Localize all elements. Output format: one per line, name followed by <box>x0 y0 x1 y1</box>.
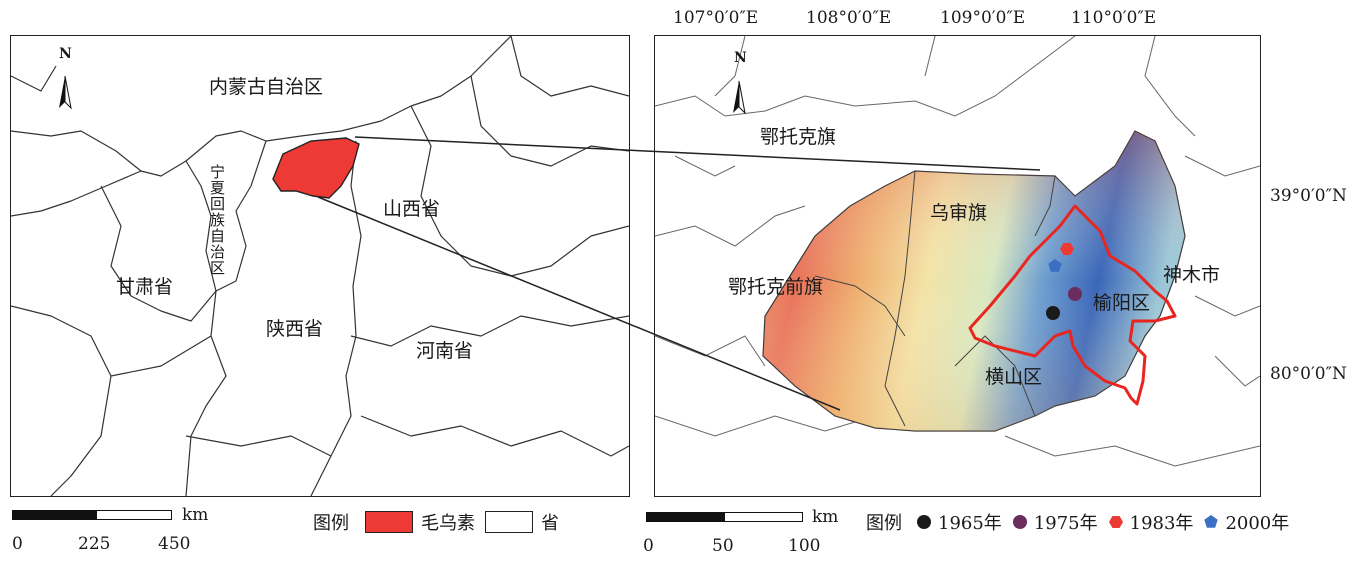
scale-unit: km <box>812 507 839 527</box>
north-label: N <box>59 46 72 62</box>
legend-label-mu-us: 毛乌素 <box>421 513 475 534</box>
label-hengshan: 横山区 <box>985 366 1043 388</box>
legend-1965-circle-icon <box>917 515 931 529</box>
north-label: N <box>734 50 747 66</box>
legend-2000-pentagon-icon <box>1204 515 1219 528</box>
scale-tick: 0 <box>12 534 23 554</box>
right-legend: 图例 1965年 1975年 1983年 2000年 <box>866 509 1289 535</box>
label-shanxi: 山西省 <box>383 198 441 220</box>
legend-label-1975: 1975年 <box>1033 513 1098 534</box>
legend-title: 图例 <box>313 513 349 534</box>
legend-swatch-mu-us <box>365 511 413 533</box>
marker-2000 <box>1048 259 1062 272</box>
lat-label-80: 80°0′0″N <box>1270 364 1347 384</box>
left-legend: 图例 毛乌素 省 <box>313 509 559 535</box>
legend-label-province: 省 <box>541 513 559 534</box>
legend-label-1965: 1965年 <box>938 513 1002 534</box>
label-henan: 河南省 <box>416 340 474 362</box>
legend-title: 图例 <box>866 513 902 534</box>
label-shaanxi: 陕西省 <box>266 318 324 340</box>
label-etuoke-qian: 鄂托克前旗 <box>728 276 824 298</box>
legend-1983-hexagon-icon <box>1108 516 1123 528</box>
overview-map-boundaries <box>11 36 629 496</box>
lat-label-39: 39°0′0″N <box>1270 186 1347 206</box>
marker-1965 <box>1046 306 1060 320</box>
scale-tick: 100 <box>788 536 821 556</box>
marker-1983 <box>1060 243 1074 255</box>
legend-swatch-province <box>485 511 533 533</box>
legend-1975-circle-icon <box>1012 515 1027 529</box>
scale-tick: 225 <box>78 534 111 554</box>
label-etuoke: 鄂托克旗 <box>760 126 837 148</box>
mu-us-region <box>272 137 360 199</box>
label-yuyang: 榆阳区 <box>1093 292 1151 314</box>
label-ningxia: 宁夏回族自治区 <box>208 164 226 276</box>
yuyang-boundary <box>968 204 1177 406</box>
scale-tick: 450 <box>158 534 191 554</box>
lon-label-107: 107°0′0″E <box>673 8 759 28</box>
overview-map-panel: N 内蒙古自治区 宁夏回族自治区 甘肃省 陕西省 山西省 河南省 <box>10 35 630 497</box>
label-wushen: 乌审旗 <box>930 202 988 224</box>
label-shenmu: 神木市 <box>1163 264 1221 286</box>
legend-label-2000: 2000年 <box>1225 513 1290 534</box>
scale-unit: km <box>182 505 209 525</box>
north-arrow-icon <box>733 80 746 115</box>
lon-label-108: 108°0′0″E <box>806 8 892 28</box>
lon-label-110: 110°0′0″E <box>1071 8 1157 28</box>
label-inner-mongolia: 内蒙古自治区 <box>209 76 324 98</box>
scale-tick: 0 <box>643 536 654 556</box>
label-gansu: 甘肃省 <box>116 276 174 298</box>
lon-label-109: 109°0′0″E <box>940 8 1026 28</box>
marker-1975 <box>1068 287 1082 301</box>
scale-tick: 50 <box>712 536 734 556</box>
study-area-dem <box>655 36 1260 467</box>
study-area-map-panel: N 鄂托克旗 乌审旗 鄂托克前旗 神木市 榆阳区 横山区 <box>654 35 1261 497</box>
north-arrow-icon <box>59 75 72 110</box>
legend-label-1983: 1983年 <box>1129 513 1194 534</box>
